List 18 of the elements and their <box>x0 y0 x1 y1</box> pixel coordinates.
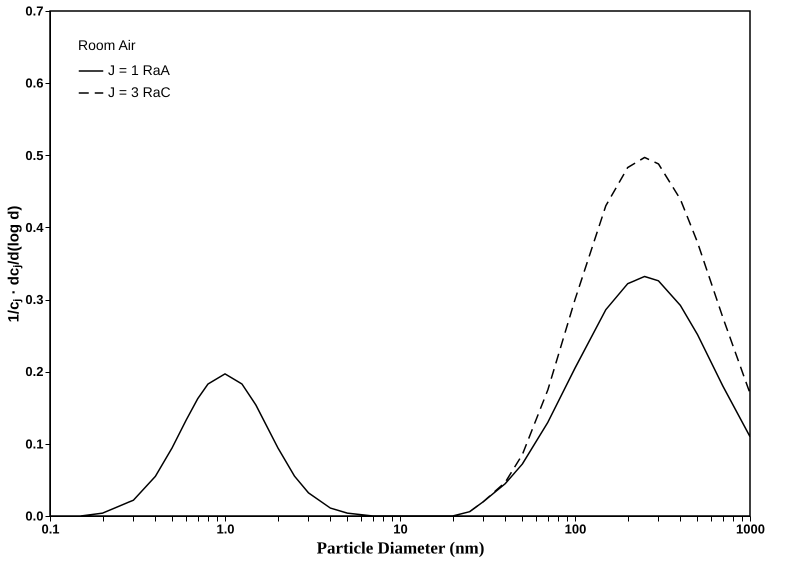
y-tick-label: 0.4 <box>25 220 44 235</box>
legend-label: J = 1 RaA <box>108 62 171 78</box>
x-axis-title: Particle Diameter (nm) <box>316 538 484 558</box>
x-tick-label: 1.0 <box>216 522 235 536</box>
y-tick-label: 0.3 <box>25 292 44 308</box>
y-tick-label: 0.7 <box>25 4 44 18</box>
y-tick-label: 0.6 <box>25 76 44 91</box>
x-tick-label: 0.1 <box>41 522 60 536</box>
x-tick-label: 100 <box>564 522 586 536</box>
y-axis-title: 1/cⱼ · dcⱼ/d(log d) <box>5 206 22 322</box>
x-tick-label: 1000 <box>736 522 765 536</box>
y-tick-label: 0.1 <box>25 436 44 452</box>
y-tick-label: 0.0 <box>25 508 44 524</box>
legend-label: J = 3 RaC <box>108 84 171 100</box>
y-tick-label: 0.2 <box>25 364 44 380</box>
x-tick-label: 10 <box>393 522 408 536</box>
legend-title: Room Air <box>78 37 136 53</box>
y-tick-label: 0.5 <box>25 148 44 163</box>
